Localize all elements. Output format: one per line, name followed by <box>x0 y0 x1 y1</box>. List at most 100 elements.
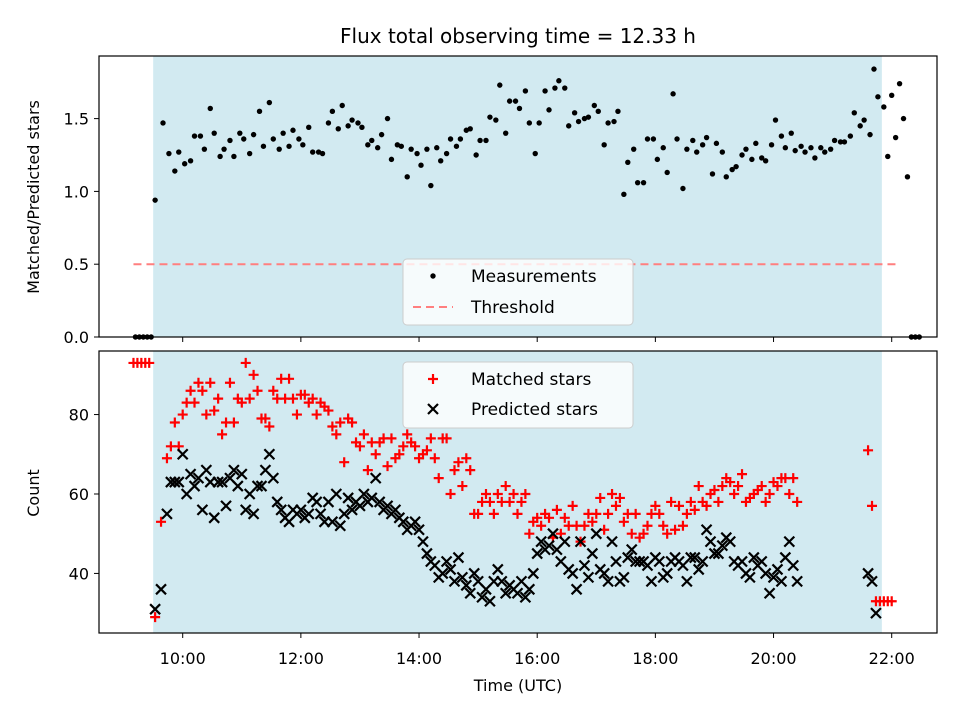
matched-star-point <box>532 512 543 523</box>
measurement-point <box>792 147 798 154</box>
measurement-point <box>822 149 828 155</box>
predicted-star-point <box>566 567 579 580</box>
predicted-star-point <box>208 512 220 524</box>
matched-star-point <box>587 516 598 527</box>
matched-star-point <box>784 488 795 499</box>
predicted-star-point <box>692 563 705 576</box>
matched-star-point <box>792 496 803 507</box>
measurement-point <box>562 85 568 91</box>
measurement-point <box>703 134 710 141</box>
matched-star-point <box>642 520 653 531</box>
matched-star-point <box>717 481 728 492</box>
top-legend: Measurements Threshold <box>402 258 634 326</box>
measurement-point <box>759 155 765 161</box>
measurement-point <box>453 143 460 149</box>
matched-star-point <box>764 488 775 499</box>
predicted-star-point <box>783 535 796 548</box>
measurement-point <box>536 120 542 126</box>
measurement-point <box>605 120 611 126</box>
measurement-point <box>881 104 887 110</box>
measurement-point <box>749 156 755 163</box>
matched-star-point <box>579 520 590 531</box>
matched-star-point <box>386 433 397 444</box>
predicted-star-point <box>169 476 181 488</box>
measurement-point <box>369 137 375 144</box>
measurement-point <box>349 117 355 123</box>
measurement-point <box>892 134 899 141</box>
matched-star-point <box>610 500 621 511</box>
measurement-point <box>575 118 582 125</box>
x-axis-label: Time (UTC) <box>473 676 562 695</box>
predicted-star-point <box>759 567 772 580</box>
measurement-point <box>595 108 601 115</box>
matched-star-point <box>867 500 878 511</box>
predicted-star-point <box>314 508 327 520</box>
matched-star-point <box>516 496 527 507</box>
matched-star-point <box>205 377 216 388</box>
matched-star-point <box>595 492 606 503</box>
measurement-point <box>424 146 430 152</box>
predicted-star-point <box>464 587 477 600</box>
x-tick-label: 20:00 <box>750 649 796 668</box>
measurement-point <box>404 174 410 180</box>
matched-star-point <box>197 385 208 396</box>
matched-star-point <box>863 445 874 456</box>
measurement-point <box>552 85 558 91</box>
measurement-point <box>428 182 434 189</box>
measurement-point <box>152 197 158 203</box>
measurement-point <box>615 108 621 115</box>
measurement-point <box>772 117 779 123</box>
predicted-star-point <box>413 523 425 536</box>
measurement-point <box>365 142 371 148</box>
measurement-point <box>556 78 562 84</box>
matched-stars-points <box>128 357 897 623</box>
matched-star-point <box>150 612 161 623</box>
matched-star-point <box>725 477 736 488</box>
measurement-point <box>768 142 775 148</box>
top-y-axis-ticks: 0.0 0.5 1.0 1.5 <box>64 110 99 347</box>
matched-star-point <box>291 409 302 420</box>
measurement-point <box>841 139 848 145</box>
measurement-point <box>812 155 818 161</box>
predicted-star-point <box>755 555 768 568</box>
measurement-point <box>753 140 759 147</box>
matched-star-point <box>260 413 271 424</box>
measurement-point <box>388 156 395 163</box>
measurement-point <box>867 131 873 138</box>
predicted-star-point <box>791 575 803 588</box>
matched-star-point <box>500 481 511 492</box>
measurement-point <box>650 136 657 142</box>
predicted-star-point <box>511 587 524 600</box>
matched-star-point <box>441 433 452 444</box>
legend-x-mark <box>427 403 439 415</box>
matched-star-point <box>264 421 275 432</box>
matched-star-point <box>144 357 155 368</box>
measurement-point <box>709 171 716 177</box>
matched-star-point <box>654 508 665 519</box>
predicted-star-point <box>748 551 760 564</box>
measurement-point <box>487 114 493 120</box>
predicted-star-point <box>155 583 167 596</box>
matched-star-point <box>638 528 649 539</box>
legend-marker-predicted-stars <box>427 403 439 415</box>
predicted-star-point <box>369 472 382 484</box>
matched-star-point <box>614 492 625 503</box>
matched-star-point <box>161 453 172 464</box>
matched-star-point <box>603 508 614 519</box>
matched-star-point <box>429 453 440 464</box>
measurement-point <box>176 149 182 155</box>
predicted-star-point <box>736 555 748 568</box>
matched-star-point <box>370 449 381 460</box>
predicted-star-point <box>409 516 421 528</box>
predicted-star-point <box>216 476 228 488</box>
matched-star-point <box>323 405 334 416</box>
measurement-point <box>670 91 676 97</box>
predicted-star-point <box>381 500 394 512</box>
predicted-star-point <box>618 571 630 584</box>
matched-star-point <box>465 465 476 476</box>
measurement-point <box>782 145 789 151</box>
predicted-star-point <box>535 535 547 548</box>
matched-star-point <box>713 496 724 507</box>
matched-star-point <box>567 500 578 511</box>
measurement-point <box>211 130 217 136</box>
